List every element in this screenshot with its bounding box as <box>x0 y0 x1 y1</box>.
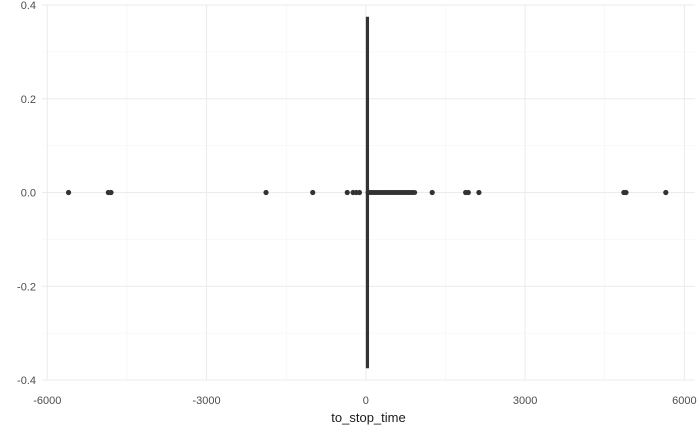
y-tick-label: 0.4 <box>21 0 36 12</box>
x-tick-label: 0 <box>363 395 369 407</box>
outlier-points <box>65 189 669 196</box>
x-axis-title: to_stop_time <box>331 410 405 425</box>
x-tick-label: 6000 <box>672 395 696 407</box>
outlier-point <box>310 189 316 196</box>
x-tick-label: -6000 <box>33 395 61 407</box>
x-tick-label: 3000 <box>513 395 537 407</box>
x-tick-label: -3000 <box>193 395 221 407</box>
outlier-point <box>663 189 669 196</box>
outlier-point <box>108 189 114 196</box>
y-tick-label: 0.2 <box>21 94 36 106</box>
x-tick-labels: -6000 -3000 0 3000 6000 <box>33 395 696 407</box>
outlier-point <box>476 189 482 196</box>
outlier-point <box>429 189 435 196</box>
y-tick-label: -0.4 <box>17 375 36 387</box>
outlier-point <box>623 189 629 196</box>
y-tick-labels: -0.4 -0.2 0.0 0.2 0.4 <box>17 0 36 387</box>
outlier-point <box>465 189 471 196</box>
outlier-point <box>65 189 72 196</box>
y-tick-label: -0.2 <box>17 281 36 293</box>
outlier-point <box>356 189 363 196</box>
outlier-point <box>263 189 269 196</box>
outlier-point <box>412 190 418 195</box>
outlier-point <box>344 189 350 196</box>
y-tick-label: 0.0 <box>21 188 36 200</box>
